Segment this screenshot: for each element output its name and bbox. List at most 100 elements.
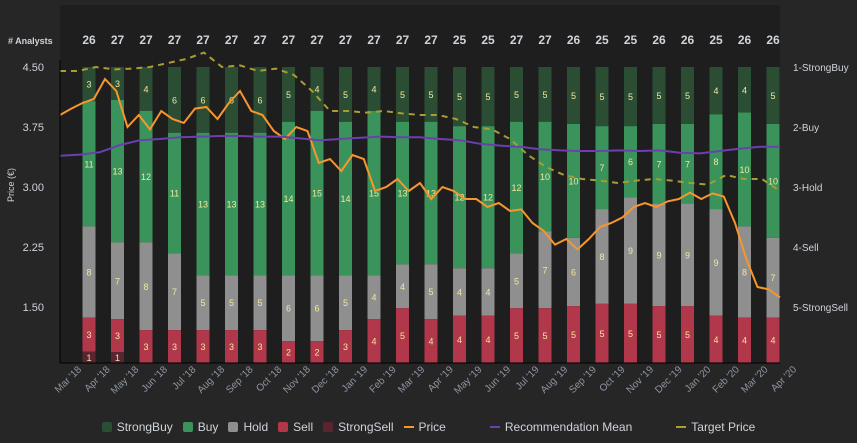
bar-hold (168, 253, 181, 331)
x-tick-label: Apr '20 (769, 364, 799, 394)
bar-data-label: 4 (371, 84, 376, 94)
bar-data-label: 5 (770, 91, 775, 101)
legend-item-buy[interactable]: Buy (182, 420, 218, 434)
bar-sell (168, 330, 181, 363)
bar-hold (310, 275, 324, 342)
bar-strongbuy (339, 67, 352, 122)
bar-data-label: 7 (770, 273, 775, 283)
bar-data-label: 12 (511, 183, 521, 193)
legend-item-target-price[interactable]: Target Price (676, 420, 755, 434)
y2-tick-label: 1-StrongBuy (793, 63, 849, 74)
bar-hold (453, 268, 466, 316)
bar-sell (510, 308, 523, 363)
legend-label: Sell (293, 420, 314, 434)
x-tick-label: Mar '20 (739, 364, 770, 395)
bar-strongsell (82, 351, 96, 363)
bar-hold (253, 275, 267, 331)
bar-data-label: 3 (86, 330, 91, 340)
bar-buy (225, 132, 238, 276)
bar-data-label: 6 (286, 304, 291, 314)
analyst-count-label: 27 (367, 33, 381, 47)
bar-data-label: 5 (428, 287, 433, 297)
bar-hold (510, 253, 523, 309)
bar-data-label: 2 (314, 348, 319, 358)
bar-buy (196, 132, 210, 276)
bar-hold (652, 203, 666, 307)
legend-label: Target Price (691, 420, 756, 434)
bar-buy (510, 121, 523, 254)
bar-hold (339, 275, 352, 331)
bar-data-label: 4 (770, 336, 775, 346)
bar-data-label: 8 (713, 157, 718, 167)
bar-strongbuy (481, 67, 495, 127)
x-tick-label: Jun '18 (140, 364, 171, 395)
bar-data-label: 5 (685, 330, 690, 340)
bar-data-label: 9 (656, 250, 661, 260)
legend-item-sell[interactable]: Sell (278, 420, 313, 434)
bar-data-label: 4 (400, 282, 405, 292)
bar-data-label: 3 (86, 80, 91, 90)
bar-hold (282, 275, 295, 342)
bar-buy (82, 101, 96, 227)
bar-hold (681, 203, 694, 307)
bar-data-label: 5 (428, 90, 433, 100)
bar-sell (225, 330, 238, 363)
bar-data-label: 4 (742, 336, 747, 346)
bar-data-label: 10 (540, 172, 550, 182)
bar-data-label: 9 (713, 258, 718, 268)
analyst-count-label: 27 (310, 33, 324, 47)
legend-label: StrongSell (338, 420, 394, 434)
bar-data-label: 6 (628, 157, 633, 167)
bar-data-label: 6 (571, 267, 576, 277)
y-axis-title: Price (€) (6, 168, 16, 202)
bar-data-label: 5 (200, 298, 205, 308)
x-tick-label: Dec '18 (310, 364, 342, 396)
analyst-count-label: 26 (766, 33, 780, 47)
bar-data-label: 14 (340, 194, 350, 204)
x-tick-label: Sep '19 (567, 364, 599, 396)
analyst-count-label: 25 (453, 33, 467, 47)
legend-item-recommendation-mean[interactable]: Recommendation Mean (489, 420, 632, 434)
bar-strongbuy (709, 67, 723, 115)
x-tick-label: Feb '19 (368, 364, 399, 395)
bar-hold (396, 264, 409, 309)
bar-buy (396, 121, 409, 265)
x-tick-label: May '19 (452, 364, 485, 397)
legend-item-price[interactable]: Price (403, 420, 446, 434)
analyst-count-label: 27 (168, 33, 182, 47)
legend-item-strongbuy[interactable]: StrongBuy (101, 420, 173, 434)
bar-sell (567, 306, 580, 363)
bar-buy (481, 126, 495, 269)
bar-hold (481, 268, 495, 316)
analyst-count-label: 26 (652, 33, 666, 47)
bar-data-label: 4 (143, 84, 148, 94)
bar-data-label: 12 (483, 193, 493, 203)
bar-data-label: 3 (200, 342, 205, 352)
bar-hold (567, 237, 580, 307)
bar-data-label: 8 (742, 267, 747, 277)
bar-data-label: 5 (628, 329, 633, 339)
legend-item-strongsell[interactable]: StrongSell (323, 420, 394, 434)
bar-strongbuy (111, 67, 124, 100)
bar-strongbuy (624, 67, 637, 127)
bar-data-label: 4 (713, 335, 718, 345)
bar-data-label: 3 (115, 79, 120, 89)
bar-data-label: 5 (400, 331, 405, 341)
bar-sell (253, 330, 267, 363)
y2-tick-label: 4-Sell (793, 243, 819, 254)
legend-label: Hold (243, 420, 269, 434)
bar-data-label: 3 (143, 342, 148, 352)
bar-data-label: 5 (257, 298, 262, 308)
bar-data-label: 5 (685, 91, 690, 101)
bar-data-label: 5 (457, 92, 462, 102)
bar-data-label: 3 (343, 342, 348, 352)
bar-strongbuy (282, 67, 295, 122)
bar-data-label: 5 (343, 90, 348, 100)
analyst-chart: # Analysts Price (€) 2631183127313731274… (6, 33, 849, 397)
bar-sell (139, 330, 153, 363)
bar-strongbuy (510, 67, 523, 122)
bar-data-label: 5 (400, 90, 405, 100)
legend-item-hold[interactable]: Hold (228, 420, 268, 434)
y2-tick-label: 5-StrongSell (793, 303, 848, 314)
bar-buy (709, 114, 723, 210)
